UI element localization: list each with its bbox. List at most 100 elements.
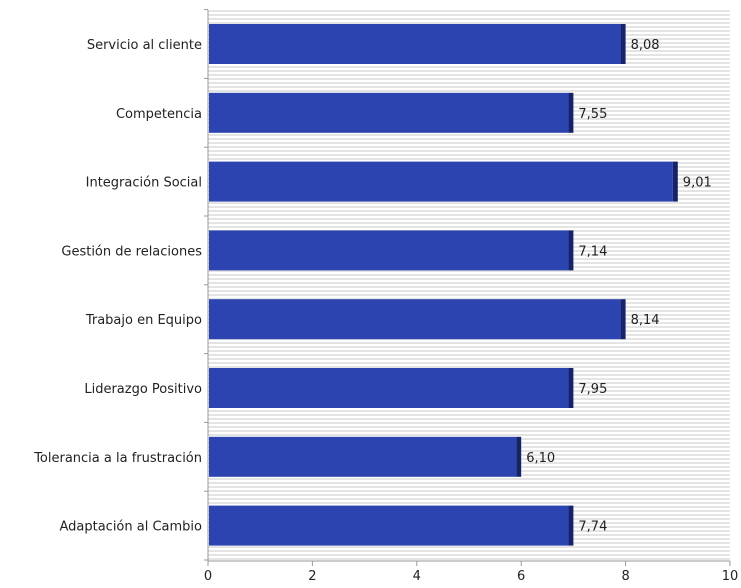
grid-stripe	[208, 278, 730, 280]
bar-edge	[568, 368, 574, 408]
value-label: 7,74	[578, 520, 607, 535]
grid-stripe	[208, 214, 730, 216]
grid-stripe	[208, 158, 730, 160]
bar	[209, 368, 569, 408]
axes-group	[204, 9, 731, 566]
bar-edge	[620, 24, 626, 64]
grid-stripe	[208, 498, 730, 500]
bar-edge	[672, 161, 678, 202]
x-tick-label: 4	[413, 569, 421, 584]
grid-stripe	[208, 502, 730, 504]
grid-stripe	[208, 90, 730, 92]
category-label: Adaptación al Cambio	[59, 520, 202, 535]
grid-stripe	[208, 546, 730, 548]
category-label: Trabajo en Equipo	[85, 313, 202, 328]
labels-group: 8,08 Servicio al cliente 7,55 Competencia 9,…	[33, 38, 738, 584]
grid-stripe	[208, 486, 730, 488]
value-label: 6,10	[526, 451, 555, 466]
grid-stripe	[208, 78, 730, 80]
grid-stripe	[208, 410, 730, 412]
grid-stripe	[208, 22, 730, 24]
grid-stripe	[208, 146, 730, 148]
x-tick-label: 2	[308, 569, 316, 584]
grid-stripe	[208, 430, 730, 432]
grid-stripe	[208, 422, 730, 424]
grid-stripe	[208, 202, 730, 204]
bar	[209, 92, 569, 133]
grid-stripe	[208, 10, 730, 12]
grid-stripe	[208, 350, 730, 352]
value-label: 8,14	[631, 313, 660, 328]
grid-stripe	[208, 342, 730, 344]
grid-stripe	[208, 206, 730, 208]
grid-stripe	[208, 346, 730, 348]
grid-stripe	[208, 274, 730, 276]
bar	[209, 24, 621, 64]
grid-stripe	[208, 66, 730, 68]
x-tick-label: 8	[621, 569, 629, 584]
grid-stripe	[208, 138, 730, 140]
grid-stripe	[208, 482, 730, 484]
grid-stripe	[208, 362, 730, 364]
grid-stripe	[208, 354, 730, 356]
grid-stripe	[208, 434, 730, 436]
value-label: 7,95	[578, 382, 607, 397]
grid-stripe	[208, 426, 730, 428]
grid-stripe	[208, 366, 730, 368]
grid-stripe	[208, 270, 730, 272]
grid-stripe	[208, 154, 730, 156]
grid-stripe	[208, 82, 730, 84]
category-label: Competencia	[116, 107, 202, 122]
bars-group	[209, 24, 678, 546]
x-tick-label: 0	[204, 569, 212, 584]
bar-edge	[516, 436, 522, 477]
grid-stripe	[208, 86, 730, 88]
value-label: 8,08	[631, 38, 660, 53]
grid-stripe	[208, 14, 730, 16]
bar	[209, 161, 673, 202]
grid-stripe	[208, 558, 730, 560]
bar-edge	[620, 299, 626, 340]
value-label: 7,14	[578, 244, 607, 259]
bar-edge	[568, 505, 574, 546]
grid-stripe	[208, 414, 730, 416]
grid-stripe	[208, 494, 730, 496]
grid-stripe	[208, 218, 730, 220]
grid-stripe	[208, 210, 730, 212]
grid-stripe	[208, 142, 730, 144]
category-label: Liderazgo Positivo	[84, 382, 202, 397]
bar	[209, 230, 569, 271]
grid-stripe	[208, 298, 730, 300]
bar	[209, 299, 621, 340]
x-tick-label: 10	[722, 569, 739, 584]
bar	[209, 505, 569, 546]
grid-stripe	[208, 282, 730, 284]
grid-stripe	[208, 226, 730, 228]
value-label: 7,55	[578, 107, 607, 122]
bar-edge	[568, 92, 574, 133]
plot-background	[208, 10, 730, 561]
bar	[209, 436, 517, 477]
bar-edge	[568, 230, 574, 271]
grid-stripe	[208, 290, 730, 292]
category-label: Servicio al cliente	[87, 38, 202, 53]
category-label: Tolerancia a la frustración	[33, 451, 202, 466]
grid-stripe	[208, 18, 730, 20]
grid-stripe	[208, 222, 730, 224]
grid-stripe	[208, 70, 730, 72]
grid-stripe	[208, 134, 730, 136]
grid-stripe	[208, 554, 730, 556]
x-tick-label: 6	[517, 569, 525, 584]
grid-stripe	[208, 418, 730, 420]
grid-stripe	[208, 358, 730, 360]
category-label: Integración Social	[86, 176, 202, 191]
grid-stripe	[208, 286, 730, 288]
category-label: Gestión de relaciones	[61, 244, 202, 259]
grid-stripe	[208, 490, 730, 492]
grid-stripe	[208, 478, 730, 480]
value-label: 9,01	[683, 176, 712, 191]
grid-stripe	[208, 150, 730, 152]
grid-stripe	[208, 294, 730, 296]
grid-stripe	[208, 550, 730, 552]
